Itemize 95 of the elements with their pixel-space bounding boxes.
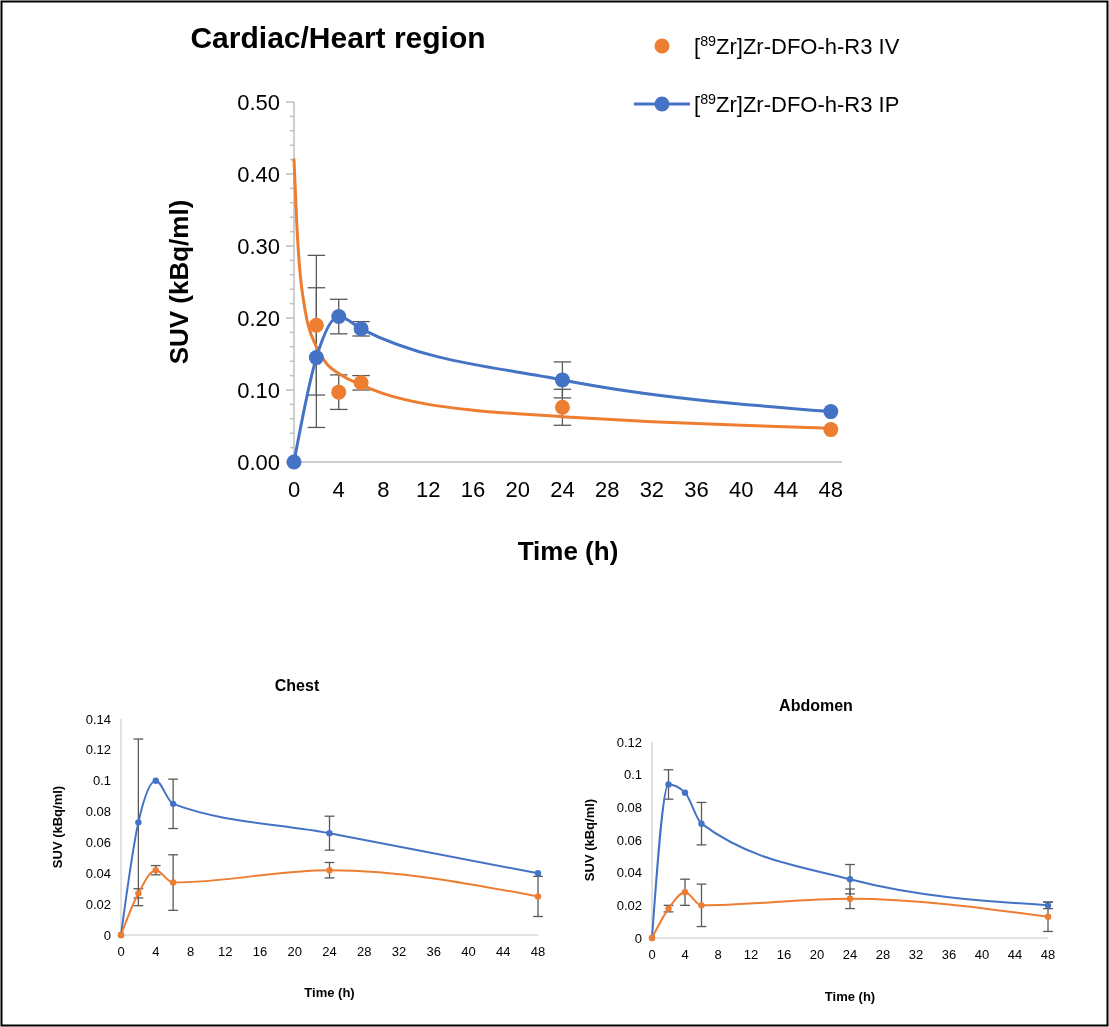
point [846,895,854,902]
x-axis-title: Time (h) [517,536,619,566]
y-tick-label: 0.06 [85,834,111,850]
y-tick-label: 0.08 [616,799,642,815]
point [169,800,177,808]
point [326,867,333,874]
x-axis-title: Time (h) [304,985,355,1000]
x-tick-label: 12 [218,943,233,959]
x-tick-label: 40 [729,477,754,503]
point [681,789,689,796]
point [681,889,689,896]
x-tick-label: 12 [415,477,441,503]
y-tick-label: 0.02 [616,897,642,913]
point [698,902,705,909]
point [698,820,705,827]
x-tick-label: 16 [776,946,792,962]
x-tick-label: 20 [287,943,302,959]
x-tick-label: 8 [714,946,722,962]
y-tick-label: 0.00 [237,449,280,475]
x-tick-label: 4 [152,943,160,959]
x-axis-title: Time (h) [824,989,876,1004]
x-tick-label: 16 [460,477,486,503]
x-tick-label: 24 [550,477,575,503]
y-tick-label: 0.14 [85,711,111,727]
y-tick-label: 0.04 [616,865,642,881]
y-tick-label: 0.04 [85,865,111,881]
y-axis-title: SUV (kBq/ml) [50,785,65,869]
y-tick-label: 0.1 [92,773,111,789]
y-tick-label: 0.20 [237,305,280,331]
y-tick-label: 0.08 [85,804,111,820]
x-tick-label: 48 [530,943,546,959]
x-tick-label: 28 [875,946,891,962]
legend-label: [$^{89}$Zr]Zr-DFO-h-R3 IV [694,32,900,59]
x-tick-label: 0 [287,477,301,503]
y-tick-label: 0 [634,930,642,946]
point [169,879,177,886]
point [846,876,854,883]
point [534,870,542,877]
x-tick-label: 4 [332,477,345,503]
x-tick-label: 36 [426,943,441,959]
x-tick-label: 48 [1040,946,1056,962]
point [308,317,324,333]
x-tick-label: 32 [639,477,665,503]
x-tick-label: 40 [461,943,476,959]
y-tick-label: 0 [103,927,111,943]
point [331,384,347,400]
x-tick-label: 20 [505,477,530,503]
x-tick-label: 36 [684,477,709,503]
y-axis-title: SUV (kBq/ml) [582,798,597,882]
chart-title: Chest [274,677,320,694]
x-tick-label: 20 [809,946,825,962]
point [823,422,839,438]
x-tick-label: 8 [186,943,195,959]
point [534,893,542,900]
x-tick-label: 12 [743,946,759,962]
x-tick-label: 0 [117,943,125,959]
y-tick-label: 0.30 [237,233,280,259]
y-tick-label: 0.06 [616,832,642,848]
point [554,399,570,415]
point [331,309,347,325]
x-tick-label: 44 [1007,946,1023,962]
x-tick-label: 24 [322,943,337,959]
chart-title: Abdomen [779,697,853,714]
point [152,777,159,784]
point [665,781,672,788]
y-tick-label: 0.02 [85,896,111,912]
point [308,350,324,366]
x-tick-label: 36 [941,946,957,962]
y-axis-title: SUV (kBq/ml) [164,199,194,365]
y-tick-label: 0.12 [85,742,111,758]
legend-label: [$^{89}$Zr]Zr-DFO-h-R3 IP [694,90,900,117]
chart-title: Cardiac/Heart region [190,21,486,54]
y-tick-label: 0.10 [237,377,280,403]
x-tick-label: 24 [842,946,858,962]
x-tick-label: 0 [648,946,656,962]
point [1044,913,1052,920]
y-tick-label: 0.12 [616,734,642,750]
x-tick-label: 44 [773,477,799,503]
x-tick-label: 8 [377,477,390,503]
y-tick-label: 0.40 [237,161,280,187]
point [135,819,142,826]
y-tick-label: 0.50 [237,89,280,115]
point [326,829,333,837]
point [554,372,570,388]
x-tick-label: 48 [818,477,844,503]
x-tick-label: 28 [357,943,372,959]
x-tick-label: 32 [391,943,407,959]
x-tick-label: 40 [974,946,990,962]
x-tick-label: 28 [594,477,620,503]
x-tick-label: 16 [252,943,268,959]
x-tick-label: 44 [496,943,511,959]
y-tick-label: 0.1 [623,767,642,783]
point [823,404,839,420]
x-tick-label: 4 [681,946,689,962]
x-tick-label: 32 [908,946,924,962]
